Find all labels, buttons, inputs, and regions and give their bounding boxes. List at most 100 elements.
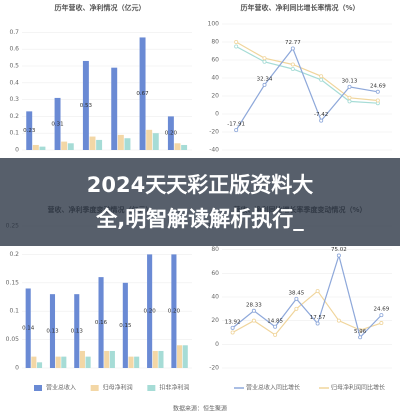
y-tick-label: 80 [211, 39, 219, 46]
value-label: 0.16 [95, 320, 108, 326]
y-tick-label: 20 [211, 93, 219, 100]
banner-bg [0, 158, 400, 246]
point [262, 56, 267, 61]
value-label: 24.69 [374, 307, 390, 313]
bar [49, 294, 56, 368]
value-label: 0.20 [165, 131, 178, 137]
bar [89, 136, 96, 150]
value-label: 0.20 [168, 309, 181, 315]
point [379, 313, 384, 318]
y-tick-label: 40 [211, 75, 219, 82]
point [290, 62, 295, 67]
bar [61, 356, 67, 368]
point [336, 253, 341, 258]
bar [31, 356, 37, 368]
y-tick-label: 80 [211, 246, 219, 253]
value-label: 72.77 [285, 40, 301, 46]
y-tick-label: 0.4 [9, 79, 19, 86]
value-label: 24.69 [370, 83, 386, 89]
y-tick-label: 60 [211, 270, 219, 277]
value-label: 0.53 [80, 103, 93, 109]
line [235, 47, 378, 131]
value-label: 13.92 [225, 319, 241, 325]
bar [61, 141, 68, 150]
y-tick-label: 100 [208, 21, 220, 28]
bar [124, 138, 131, 150]
y-tick-label: 0.7 [9, 29, 19, 36]
y-tick-label: 0 [215, 111, 219, 118]
legend-label: 营业总收入 [46, 384, 76, 392]
legend-swatch [34, 385, 42, 391]
value-label: 5.96 [354, 329, 367, 335]
y-tick-label: 0 [15, 365, 19, 372]
y-tick-label: 60 [211, 57, 219, 64]
chart-title: 历年营收、净利情况（亿元） [55, 3, 146, 12]
y-tick-label: 0.1 [9, 130, 19, 137]
point [315, 321, 320, 326]
value-label: 28.33 [246, 302, 262, 308]
line [232, 290, 382, 336]
y-tick-label: 0 [215, 341, 219, 348]
point [230, 325, 235, 330]
source: 数据来源：恒生聚源 [173, 405, 227, 413]
bar [128, 356, 134, 368]
line [235, 45, 378, 104]
bar [26, 111, 33, 150]
point [319, 118, 324, 123]
y-tick-label: 40 [211, 294, 219, 301]
point [262, 82, 267, 87]
point [347, 95, 352, 100]
banner-text: 全,明智解读解析执行_ [95, 207, 304, 231]
value-label: 0.13 [46, 329, 59, 335]
point [290, 67, 295, 72]
value-label: 32.34 [257, 76, 273, 82]
y-tick-label: 0.1 [9, 308, 19, 315]
chart-title: 历年营收、净利同比增长率情况（%） [240, 3, 359, 12]
value-label: 75.02 [331, 247, 347, 253]
bar [54, 97, 61, 150]
point [294, 296, 299, 301]
point [290, 46, 295, 51]
bar [67, 143, 74, 150]
point [379, 321, 384, 326]
y-tick-label: 0.6 [9, 46, 19, 53]
bar [182, 345, 188, 368]
point [319, 77, 324, 82]
y-tick-label: 0.2 [9, 251, 19, 258]
y-tick-label: -20 [209, 129, 219, 136]
bar [104, 350, 110, 368]
bar [152, 133, 159, 150]
point [251, 318, 256, 323]
bar [98, 277, 104, 368]
bar [39, 146, 46, 150]
bar [96, 139, 103, 150]
value-label: 0.23 [23, 128, 36, 134]
bar [134, 356, 140, 368]
bar [167, 116, 174, 150]
point [336, 318, 341, 323]
bar [158, 350, 164, 368]
bar [147, 254, 153, 368]
point [347, 99, 352, 104]
bar [82, 60, 89, 150]
bar [85, 356, 91, 368]
legend-swatch [147, 385, 156, 391]
value-label: -17.91 [227, 122, 245, 128]
y-tick-label: -20 [209, 365, 219, 372]
legend-label: 归母净利润 [103, 384, 133, 392]
point [230, 330, 235, 335]
bar [55, 356, 61, 368]
legend-label: 扣非净利润 [159, 384, 189, 392]
y-tick-label: 0.3 [9, 96, 19, 103]
bar [36, 362, 43, 368]
value-label: 0.14 [22, 326, 35, 332]
point [251, 308, 256, 313]
y-tick-label: 0.2 [9, 113, 19, 120]
point [273, 332, 278, 337]
point [273, 324, 278, 329]
value-label: 0.67 [136, 91, 149, 97]
line [232, 253, 382, 339]
point [315, 289, 320, 294]
point [234, 40, 239, 45]
bar [74, 294, 80, 368]
